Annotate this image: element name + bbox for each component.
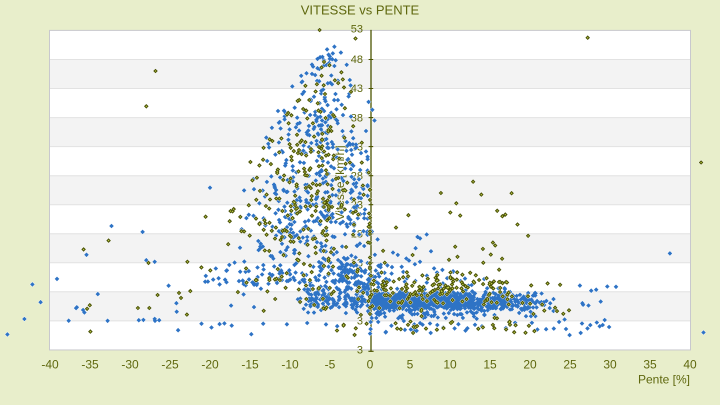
svg-text:Pente [%]: Pente [%]: [638, 373, 690, 387]
svg-text:VITESSE vs PENTE: VITESSE vs PENTE: [301, 2, 420, 17]
svg-text:0: 0: [367, 357, 374, 371]
svg-text:-10: -10: [281, 357, 299, 371]
svg-text:5: 5: [407, 357, 414, 371]
svg-text:3: 3: [357, 345, 363, 357]
svg-text:35: 35: [643, 357, 657, 371]
svg-text:-20: -20: [201, 357, 219, 371]
svg-text:25: 25: [563, 357, 577, 371]
svg-text:30: 30: [603, 357, 617, 371]
svg-text:-5: -5: [325, 357, 336, 371]
svg-text:-30: -30: [121, 357, 139, 371]
svg-text:43: 43: [351, 83, 363, 95]
svg-text:-25: -25: [161, 357, 179, 371]
svg-text:20: 20: [523, 357, 537, 371]
svg-text:-40: -40: [41, 357, 59, 371]
svg-text:48: 48: [351, 54, 363, 66]
svg-text:-35: -35: [81, 357, 99, 371]
svg-text:40: 40: [683, 357, 697, 371]
svg-text:10: 10: [443, 357, 457, 371]
svg-text:15: 15: [483, 357, 497, 371]
svg-text:38: 38: [351, 112, 363, 124]
svg-text:-15: -15: [241, 357, 259, 371]
svg-text:3: 3: [357, 316, 363, 328]
svg-text:53: 53: [351, 23, 363, 35]
